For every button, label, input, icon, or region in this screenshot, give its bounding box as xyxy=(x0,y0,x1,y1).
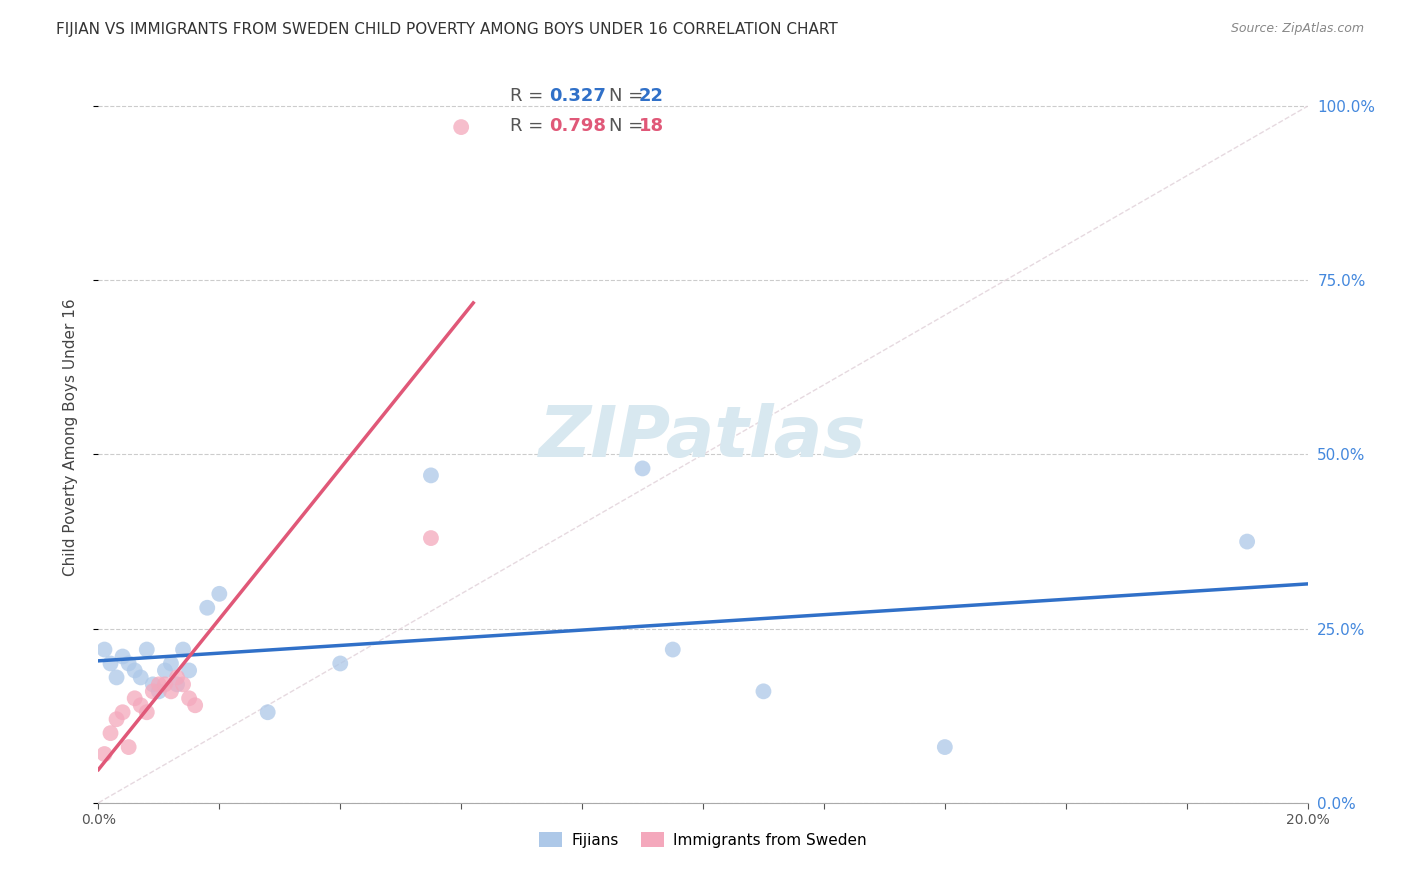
Y-axis label: Child Poverty Among Boys Under 16: Child Poverty Among Boys Under 16 xyxy=(63,298,77,576)
Text: N =: N = xyxy=(609,118,648,136)
Point xyxy=(135,642,157,657)
Text: R =: R = xyxy=(509,118,548,136)
Point xyxy=(172,642,194,657)
Point xyxy=(420,531,443,545)
Text: 0.798: 0.798 xyxy=(550,118,606,136)
Point xyxy=(420,468,443,483)
Point xyxy=(105,670,128,684)
Text: 18: 18 xyxy=(638,118,664,136)
Point xyxy=(100,726,122,740)
Point xyxy=(208,587,231,601)
Point xyxy=(160,657,183,671)
Text: 0.327: 0.327 xyxy=(550,87,606,104)
Point xyxy=(124,664,146,678)
Text: Source: ZipAtlas.com: Source: ZipAtlas.com xyxy=(1230,22,1364,36)
Text: FIJIAN VS IMMIGRANTS FROM SWEDEN CHILD POVERTY AMONG BOYS UNDER 16 CORRELATION C: FIJIAN VS IMMIGRANTS FROM SWEDEN CHILD P… xyxy=(56,22,838,37)
Point xyxy=(661,642,683,657)
Text: N =: N = xyxy=(609,87,648,104)
Point xyxy=(179,664,201,678)
Point xyxy=(256,705,278,719)
Point xyxy=(111,705,134,719)
Point xyxy=(166,670,188,684)
Point xyxy=(93,642,115,657)
Point xyxy=(105,712,128,726)
Point xyxy=(118,740,141,755)
Point xyxy=(100,657,122,671)
Point xyxy=(129,698,152,713)
Point xyxy=(142,684,165,698)
Point xyxy=(124,691,146,706)
Text: 22: 22 xyxy=(638,87,664,104)
Point xyxy=(129,670,152,684)
Point xyxy=(329,657,352,671)
Point xyxy=(631,461,654,475)
Point xyxy=(153,677,176,691)
Point xyxy=(148,684,170,698)
Point xyxy=(166,677,188,691)
Point xyxy=(135,705,157,719)
Point xyxy=(153,664,176,678)
Point xyxy=(160,684,183,698)
Point xyxy=(111,649,134,664)
Point xyxy=(934,740,956,755)
Text: ZIPatlas: ZIPatlas xyxy=(540,402,866,472)
Point xyxy=(142,677,165,691)
Legend: Fijians, Immigrants from Sweden: Fijians, Immigrants from Sweden xyxy=(533,825,873,854)
Point xyxy=(752,684,775,698)
Point xyxy=(118,657,141,671)
Point xyxy=(184,698,207,713)
Point xyxy=(1236,534,1258,549)
Text: R =: R = xyxy=(509,87,548,104)
Point xyxy=(93,747,115,761)
Point xyxy=(172,677,194,691)
Point xyxy=(148,677,170,691)
Point xyxy=(179,691,201,706)
Point xyxy=(450,120,472,134)
Point xyxy=(195,600,218,615)
